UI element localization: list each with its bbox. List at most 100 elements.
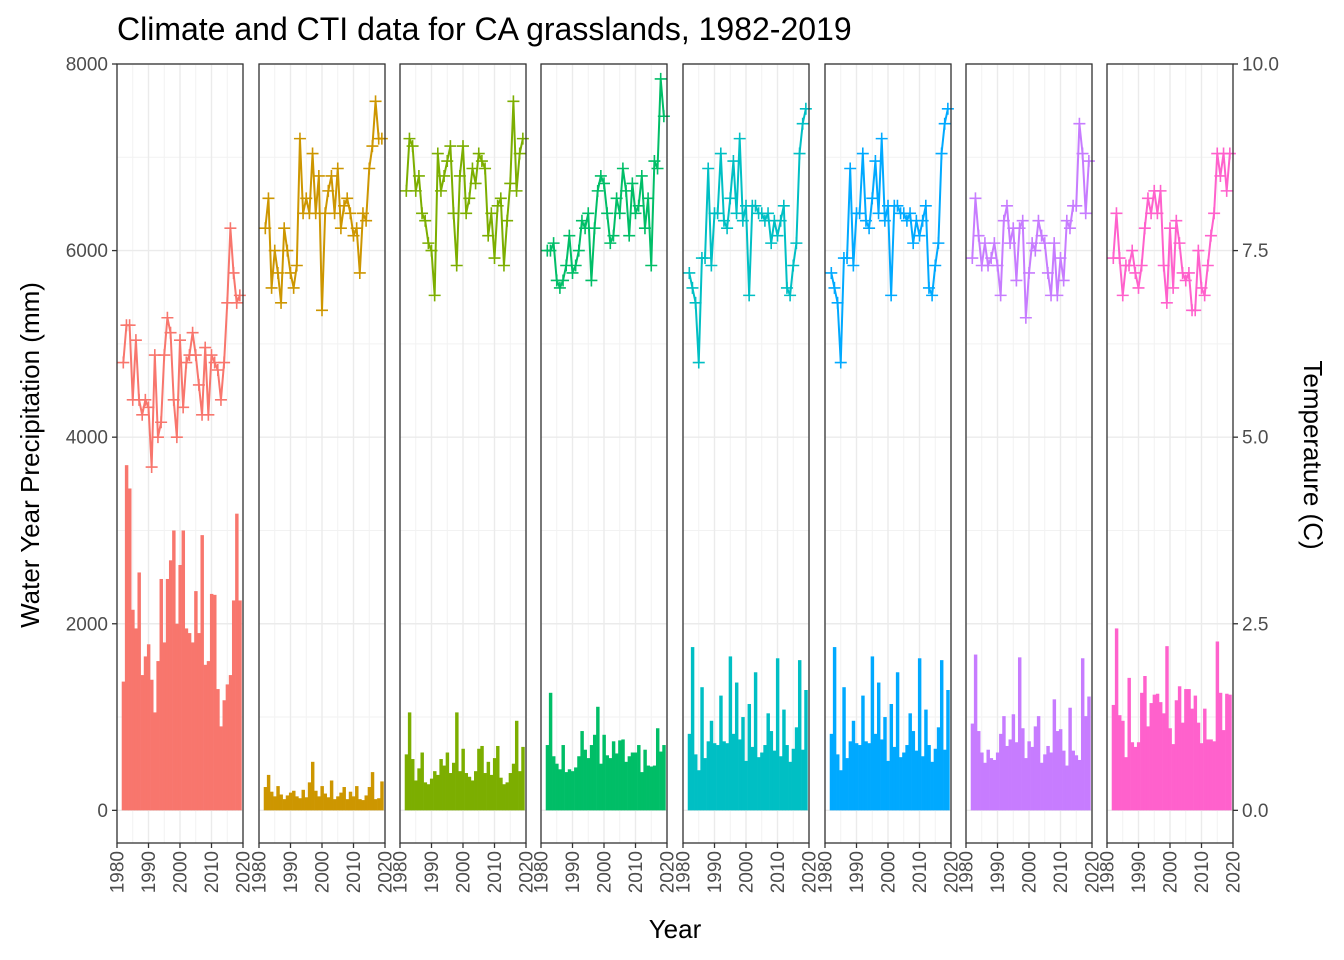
precip-bar bbox=[716, 745, 720, 811]
x-tick-label: 2020 bbox=[517, 851, 538, 893]
precip-bar bbox=[1087, 696, 1091, 811]
precip-bar bbox=[436, 774, 440, 811]
x-tick-label: 2020 bbox=[800, 851, 821, 893]
right-axis: 0.0 2.5 5.0 7.5 10.0 bbox=[1233, 55, 1279, 822]
temp-point bbox=[972, 229, 985, 242]
temp-point bbox=[714, 147, 727, 160]
temp-point bbox=[566, 266, 579, 279]
precip-bar bbox=[222, 700, 226, 811]
x-tick-label: 1990 bbox=[988, 851, 1009, 893]
precip-bar bbox=[203, 664, 208, 811]
y-right-tick-label: 10.0 bbox=[1242, 55, 1279, 76]
temp-line bbox=[1112, 153, 1231, 312]
precip-bar bbox=[486, 761, 491, 811]
precip-bar bbox=[1130, 742, 1135, 811]
precip-bar bbox=[1005, 745, 1009, 811]
precip-bar bbox=[779, 756, 783, 811]
temp-point bbox=[375, 132, 388, 145]
precip-bar bbox=[1196, 722, 1201, 811]
x-tick-label: 2010 bbox=[1051, 851, 1072, 893]
x-tick-label: 1990 bbox=[705, 851, 726, 893]
precip-bar bbox=[1074, 755, 1079, 811]
precip-bar bbox=[162, 642, 167, 811]
temp-point bbox=[926, 289, 939, 302]
precip-bar bbox=[728, 656, 733, 811]
precip-bar bbox=[1030, 746, 1035, 811]
x-tick-label: 1990 bbox=[139, 851, 160, 893]
precip-bar bbox=[747, 703, 752, 811]
temp-point bbox=[117, 356, 130, 369]
x-tick-label: 1990 bbox=[281, 851, 302, 893]
precip-bar bbox=[429, 778, 434, 811]
temp-point bbox=[1013, 222, 1026, 235]
precip-bar bbox=[1021, 728, 1025, 811]
precip-bar bbox=[191, 642, 195, 811]
temp-point bbox=[919, 199, 932, 212]
precip-bar bbox=[589, 745, 594, 811]
y-axis-right-title: Temperature (C) bbox=[1298, 360, 1328, 549]
temp-point bbox=[727, 155, 740, 168]
x-tick-label: 1980 bbox=[532, 851, 553, 893]
precip-bar bbox=[836, 754, 840, 811]
x-tick-label: 1990 bbox=[563, 851, 584, 893]
precip-bar bbox=[577, 756, 581, 811]
precip-bar bbox=[178, 564, 182, 811]
precip-bar bbox=[583, 749, 587, 811]
precip-bar bbox=[505, 782, 509, 811]
precip-bar bbox=[791, 748, 796, 811]
x-tick-label: 2010 bbox=[202, 851, 223, 893]
temp-point bbox=[425, 244, 438, 257]
precip-bar bbox=[548, 692, 553, 811]
precip-bar bbox=[235, 513, 239, 811]
temp-point bbox=[705, 259, 718, 272]
precip-bar bbox=[1052, 699, 1057, 811]
temp-point bbox=[743, 289, 756, 302]
precip-bar bbox=[380, 781, 384, 811]
temp-point bbox=[594, 169, 607, 182]
temp-point bbox=[1223, 147, 1236, 160]
temp-point bbox=[363, 162, 376, 175]
temp-point bbox=[366, 140, 379, 153]
temp-point bbox=[932, 237, 945, 250]
precip-bar bbox=[1065, 765, 1069, 811]
precip-bar bbox=[545, 745, 550, 811]
temp-point bbox=[494, 192, 507, 205]
temp-point bbox=[1182, 266, 1195, 279]
x-tick-label: 2020 bbox=[234, 851, 255, 893]
precip-bar bbox=[690, 647, 695, 811]
precip-bar bbox=[700, 687, 704, 811]
x-tick-label: 2000 bbox=[1161, 851, 1182, 893]
temp-point bbox=[859, 214, 872, 227]
precip-bar bbox=[608, 758, 613, 811]
temp-point bbox=[438, 169, 451, 182]
temp-point bbox=[616, 162, 629, 175]
precip-bar bbox=[355, 786, 359, 811]
precip-bar bbox=[1143, 676, 1147, 811]
temp-point bbox=[174, 334, 186, 347]
temp-point bbox=[575, 214, 588, 227]
x-tick-label: 1980 bbox=[957, 851, 978, 893]
temp-point bbox=[158, 349, 171, 362]
x-tick-label: 2010 bbox=[485, 851, 506, 893]
y-right-tick-label: 0.0 bbox=[1242, 801, 1268, 822]
precip-bar bbox=[231, 600, 236, 811]
temp-point bbox=[1063, 222, 1076, 235]
temp-point bbox=[784, 289, 797, 302]
precip-bar bbox=[977, 731, 981, 811]
temp-point bbox=[1004, 237, 1017, 250]
precip-bar bbox=[905, 745, 909, 811]
precip-bar bbox=[1199, 743, 1204, 811]
temp-point bbox=[613, 207, 626, 220]
temp-point bbox=[941, 102, 954, 115]
precip-bar bbox=[624, 761, 628, 811]
precip-bar bbox=[146, 644, 151, 811]
panel-7: 1980 1990 2000 2010 2020 bbox=[957, 63, 1104, 893]
precip-bar bbox=[552, 756, 556, 811]
x-tick-label: 1990 bbox=[1129, 851, 1150, 893]
x-tick-label: 1980 bbox=[391, 851, 412, 893]
temp-point bbox=[736, 214, 749, 227]
precip-bar bbox=[1055, 731, 1060, 811]
temp-point bbox=[369, 95, 382, 108]
precip-bar bbox=[209, 593, 214, 811]
x-tick-label: 2010 bbox=[1192, 851, 1213, 893]
